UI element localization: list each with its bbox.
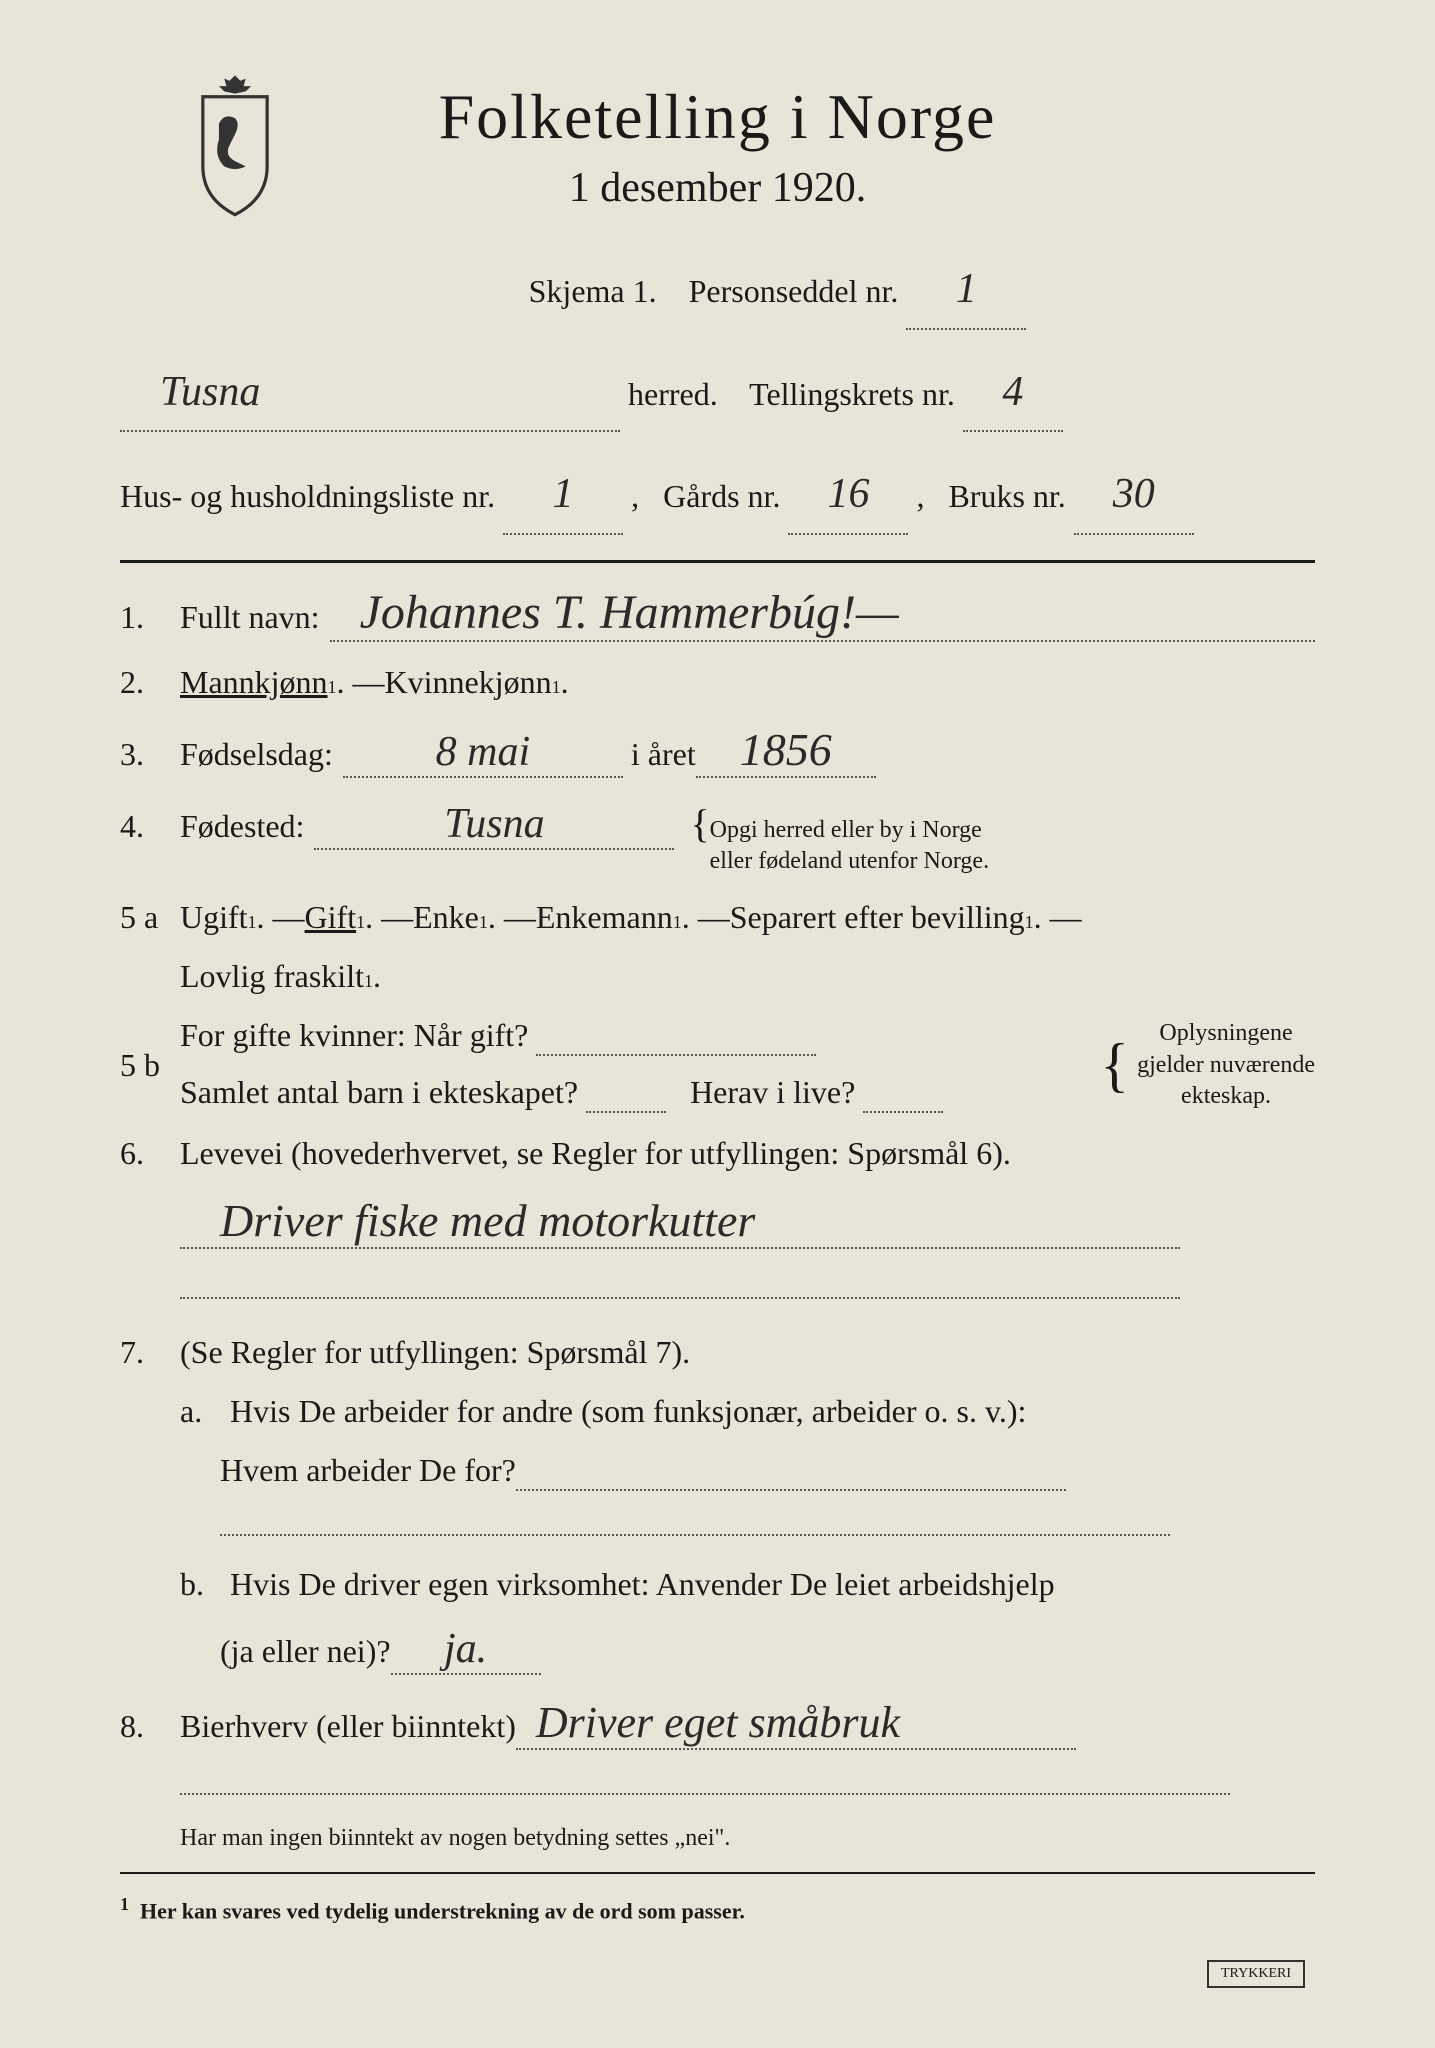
field-5b-note3: ekteskap. bbox=[1181, 1083, 1271, 1109]
field-5a-lovlig: Lovlig fraskilt bbox=[180, 958, 364, 995]
printer-stamp: TRYKKERI bbox=[1207, 1960, 1305, 1988]
field-7a-blank bbox=[220, 1516, 1315, 1536]
field-3-num: 3. bbox=[120, 736, 180, 773]
field-6-num: 6. bbox=[120, 1135, 180, 1172]
field-8-num: 8. bbox=[120, 1708, 180, 1745]
field-2-sup2: 1 bbox=[552, 677, 561, 698]
field-6-label: Levevei (hovederhvervet, se Regler for u… bbox=[180, 1135, 1011, 1172]
field-1-num: 1. bbox=[120, 599, 180, 636]
bruks-value: 30 bbox=[1074, 457, 1194, 535]
field-6-value: Driver fiske med motorkutter bbox=[180, 1194, 1180, 1249]
field-4-num: 4. bbox=[120, 808, 180, 845]
field-5a-ugift: Ugift bbox=[180, 899, 248, 936]
field-8-value: Driver eget småbruk bbox=[516, 1697, 1076, 1750]
field-7b-text2: (ja eller nei)? bbox=[220, 1633, 391, 1670]
footnote-text: Her kan svares ved tydelig understreknin… bbox=[140, 1898, 745, 1923]
hushold-value: 1 bbox=[503, 457, 623, 535]
field-5b-fill2 bbox=[586, 1074, 666, 1113]
herred-label: herred. bbox=[628, 376, 718, 412]
field-5a: 5 a Ugift1. — Gift1. — Enke1. — Enkemann… bbox=[120, 899, 1315, 936]
herred-value: Tusna bbox=[120, 355, 620, 433]
field-6-blank bbox=[180, 1279, 1315, 1299]
footnote-num: 1 bbox=[120, 1894, 129, 1914]
field-7b: b. Hvis De driver egen virksomhet: Anven… bbox=[180, 1566, 1315, 1603]
field-5b-fill3 bbox=[863, 1074, 943, 1113]
field-2-num: 2. bbox=[120, 664, 180, 701]
field-2-kvinn: Kvinnekjønn bbox=[385, 664, 552, 701]
field-1-label: Fullt navn: bbox=[180, 599, 320, 636]
field-5b-label2: Samlet antal barn i ekteskapet? bbox=[180, 1074, 578, 1110]
coat-of-arms-icon bbox=[180, 70, 290, 220]
field-5a-separert: Separert efter bevilling bbox=[730, 899, 1025, 936]
field-5b-note2: gjelder nuværende bbox=[1137, 1052, 1315, 1078]
field-3-day: 8 mai bbox=[343, 728, 623, 778]
skjema-label: Skjema 1. bbox=[529, 273, 657, 309]
field-4-value: Tusna bbox=[314, 800, 674, 850]
field-5b-label3: Herav i live? bbox=[690, 1074, 855, 1110]
field-7-label: (Se Regler for utfyllingen: Spørsmål 7). bbox=[180, 1334, 690, 1371]
field-6-value-line: Driver fiske med motorkutter bbox=[180, 1194, 1315, 1249]
field-1: 1. Fullt navn: Johannes T. Hammerbúg!— bbox=[120, 585, 1315, 642]
footer-note: Har man ingen biinntekt av nogen betydni… bbox=[180, 1825, 1315, 1852]
field-7b-letter: b. bbox=[180, 1566, 230, 1603]
field-3-yearlabel: i året bbox=[631, 736, 696, 773]
field-2: 2. Mannkjønn1. — Kvinnekjønn1. bbox=[120, 664, 1315, 701]
line-hushold: Hus- og husholdningsliste nr. 1 , Gårds … bbox=[120, 457, 1315, 535]
field-5a-num: 5 a bbox=[120, 899, 180, 936]
field-4: 4. Fødested: Tusna { Opgi herred eller b… bbox=[120, 800, 1315, 877]
divider-1 bbox=[120, 560, 1315, 563]
hushold-label: Hus- og husholdningsliste nr. bbox=[120, 478, 495, 514]
line-skjema: Skjema 1. Personseddel nr. 1 bbox=[240, 252, 1315, 330]
field-7a: a. Hvis De arbeider for andre (som funks… bbox=[180, 1393, 1315, 1430]
field-1-value: Johannes T. Hammerbúg!— bbox=[330, 585, 1315, 642]
field-7a-fill bbox=[516, 1452, 1066, 1491]
footnote: 1 Her kan svares ved tydelig understrekn… bbox=[120, 1894, 1315, 1924]
footer-blank bbox=[180, 1775, 1315, 1795]
field-7-num: 7. bbox=[120, 1334, 180, 1371]
field-5b: 5 b For gifte kvinner: Når gift? Samlet … bbox=[120, 1017, 1315, 1113]
field-5b-note: Oplysningene gjelder nuværende ekteskap. bbox=[1137, 1018, 1315, 1112]
tellingskrets-value: 4 bbox=[963, 355, 1063, 433]
field-7b-line2: (ja eller nei)? ja. bbox=[220, 1625, 1315, 1675]
field-4-note2: eller fødeland utenfor Norge. bbox=[710, 848, 989, 874]
gards-label: Gårds nr. bbox=[663, 478, 780, 514]
field-7a-line2: Hvem arbeider De for? bbox=[220, 1452, 1315, 1491]
field-7b-value: ja. bbox=[391, 1625, 541, 1675]
field-4-label: Fødested: bbox=[180, 808, 304, 845]
field-7a-text1: Hvis De arbeider for andre (som funksjon… bbox=[230, 1393, 1026, 1430]
field-7a-text2: Hvem arbeider De for? bbox=[220, 1452, 516, 1489]
field-3: 3. Fødselsdag: 8 mai i året 1856 bbox=[120, 723, 1315, 778]
field-2-sup1: 1 bbox=[328, 677, 337, 698]
gards-value: 16 bbox=[788, 457, 908, 535]
personseddel-label: Personseddel nr. bbox=[689, 273, 899, 309]
bruks-label: Bruks nr. bbox=[948, 478, 1065, 514]
field-7a-letter: a. bbox=[180, 1393, 230, 1430]
field-5a-enkemann: Enkemann bbox=[536, 899, 673, 936]
field-5a-cont: Lovlig fraskilt1. bbox=[180, 958, 1315, 995]
tellingskrets-label: Tellingskrets nr. bbox=[749, 376, 955, 412]
form-header: Folketelling i Norge 1 desember 1920. bbox=[120, 80, 1315, 212]
field-7: 7. (Se Regler for utfyllingen: Spørsmål … bbox=[120, 1334, 1315, 1371]
divider-2 bbox=[120, 1872, 1315, 1874]
field-5b-fill1 bbox=[536, 1017, 816, 1056]
field-3-year: 1856 bbox=[696, 723, 876, 778]
field-2-mann: Mannkjønn bbox=[180, 664, 328, 701]
field-5a-enke: Enke bbox=[413, 899, 479, 936]
field-8-label: Bierhverv (eller biinntekt) bbox=[180, 1708, 516, 1745]
field-6: 6. Levevei (hovederhvervet, se Regler fo… bbox=[120, 1135, 1315, 1172]
field-5b-num: 5 b bbox=[120, 1047, 180, 1084]
field-7b-text1: Hvis De driver egen virksomhet: Anvender… bbox=[230, 1566, 1055, 1603]
field-5b-note1: Oplysningene bbox=[1159, 1020, 1292, 1046]
subtitle: 1 desember 1920. bbox=[120, 164, 1315, 212]
line-herred: Tusna herred. Tellingskrets nr. 4 bbox=[120, 355, 1315, 433]
field-3-label: Fødselsdag: bbox=[180, 736, 333, 773]
main-title: Folketelling i Norge bbox=[120, 80, 1315, 154]
field-5b-label1: For gifte kvinner: Når gift? bbox=[180, 1017, 528, 1053]
field-5a-gift: Gift bbox=[305, 899, 357, 936]
personseddel-value: 1 bbox=[906, 252, 1026, 330]
field-4-note: Opgi herred eller by i Norge eller fødel… bbox=[710, 815, 989, 877]
field-8: 8. Bierhverv (eller biinntekt) Driver eg… bbox=[120, 1697, 1315, 1750]
field-4-note1: Opgi herred eller by i Norge bbox=[710, 817, 982, 843]
